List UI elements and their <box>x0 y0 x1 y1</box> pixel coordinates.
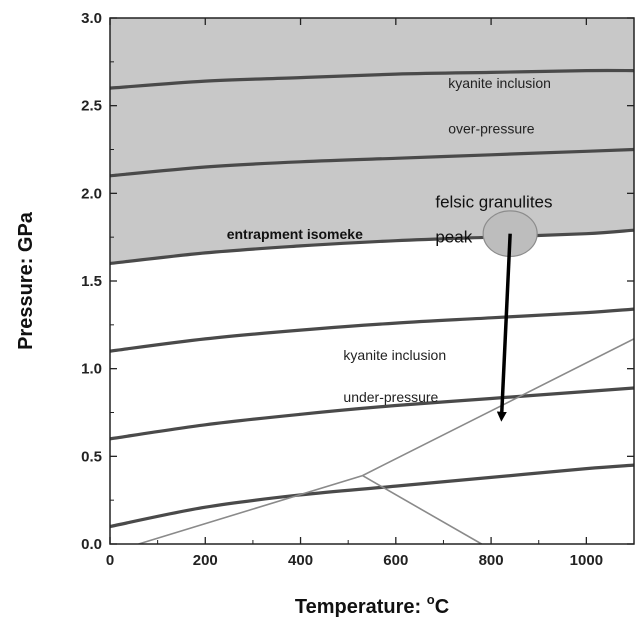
phase-boundary-lines <box>138 338 634 544</box>
isomeke-line-1 <box>110 463 634 529</box>
y-tick-label: 1.5 <box>81 273 102 290</box>
x-axis-title: Temperature: oC <box>295 592 449 618</box>
peak-marker-group <box>482 210 538 422</box>
y-axis-title: Pressure: GPa <box>15 211 37 350</box>
y-tick-label: 0.5 <box>81 448 102 465</box>
y-tick-label: 1.0 <box>81 361 102 378</box>
annotation-3: felsic granulites <box>435 192 552 211</box>
x-tick-label: 200 <box>193 552 218 569</box>
x-tick-label: 1000 <box>570 552 603 569</box>
phase-boundary-line-2 <box>362 474 482 544</box>
isomeke-line-5 <box>110 147 634 178</box>
isomeke-line-6 <box>110 68 634 90</box>
y-tick-label: 2.5 <box>81 98 102 115</box>
y-axis-ticks: 0.0 0.5 1.0 1.5 2.0 2.5 3.0 <box>81 10 634 553</box>
annotation-1: kyanite inclusion <box>448 75 551 91</box>
x-tick-label: 400 <box>288 552 313 569</box>
isomeke-line-4 <box>110 228 634 266</box>
x-axis-ticks: 0 200 400 600 800 1000 <box>106 18 603 569</box>
annotation-6: kyanite inclusion <box>343 347 446 363</box>
annotation-5: entrapment isomeke <box>227 226 363 242</box>
decompression-arrow <box>496 233 512 422</box>
x-tick-label: 800 <box>479 552 504 569</box>
x-tick-label: 0 <box>106 552 114 569</box>
isomeke-line-3 <box>110 307 634 353</box>
annotations: kyanite inclusion over-pressure felsic gra… <box>227 75 553 405</box>
overpressure-shade <box>110 18 634 264</box>
y-tick-label: 0.0 <box>81 536 102 553</box>
y-tick-label: 3.0 <box>81 10 102 27</box>
y-tick-label: 2.0 <box>81 185 102 202</box>
annotation-4: peak <box>435 227 472 246</box>
overpressure-shaded-region <box>110 18 634 264</box>
x-tick-label: 600 <box>383 552 408 569</box>
annotation-7: under-pressure <box>343 389 438 405</box>
isomeke-lines <box>110 68 634 529</box>
phase-boundary-line-1 <box>138 338 634 544</box>
annotation-2: over-pressure <box>448 121 535 137</box>
isomeke-line-2 <box>110 386 634 441</box>
